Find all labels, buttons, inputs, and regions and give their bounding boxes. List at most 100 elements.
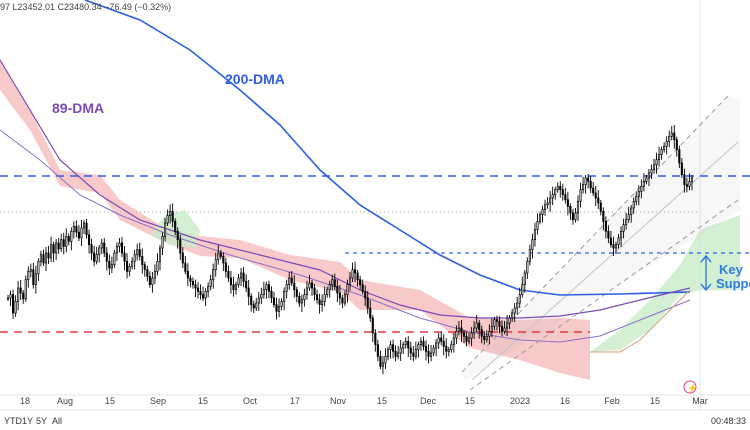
candle-body [85, 222, 88, 236]
candle-body [348, 277, 352, 286]
candle-body [115, 245, 118, 254]
candle-body [77, 231, 80, 239]
candle-body [351, 269, 354, 279]
bottom-toolbar [0, 410, 750, 430]
ichimoku-cloud-green-2 [590, 215, 740, 352]
candle-body [336, 285, 339, 294]
range-button-5y[interactable]: 5Y [36, 416, 47, 426]
candle-body [321, 300, 324, 306]
candle-body [409, 347, 412, 354]
candle-body [670, 132, 673, 137]
candle-body [594, 192, 597, 199]
candle-body [75, 225, 78, 233]
candle-body [412, 352, 415, 357]
candle-body [93, 252, 96, 262]
candle-body [217, 252, 220, 261]
range-button-1y[interactable]: 1Y [22, 416, 33, 426]
candle-body [374, 332, 377, 346]
candle-body [521, 284, 524, 296]
candle-body [333, 279, 336, 287]
candle-body [609, 237, 612, 246]
candle-body [171, 210, 174, 222]
candle-body [632, 200, 635, 209]
candle-body [424, 345, 428, 352]
candle-body [397, 352, 400, 357]
candle-body [278, 305, 281, 312]
candle-body [234, 284, 238, 291]
candle-body [298, 295, 301, 304]
candle-body [65, 235, 68, 247]
candle-body [518, 294, 521, 304]
candle-body [166, 215, 169, 224]
candle-body [326, 289, 329, 296]
candle-body [432, 347, 435, 354]
candle-body [414, 349, 417, 357]
candle-body [652, 164, 656, 171]
candle-body [67, 235, 70, 242]
candle-body [645, 177, 648, 182]
candle-body [473, 327, 476, 334]
candle-body [354, 269, 357, 274]
candle-body [614, 244, 618, 249]
key-support-label-line2: Support [716, 276, 750, 291]
candle-body [617, 237, 620, 246]
candle-body [260, 294, 263, 299]
candle-body [288, 277, 291, 286]
candle-body [546, 202, 549, 206]
candle-body [255, 302, 258, 309]
candle-body [82, 222, 86, 229]
candle-body [592, 187, 595, 194]
candle-body [526, 260, 529, 274]
candle-body [222, 255, 225, 264]
candle-body [44, 252, 48, 264]
candle-body [384, 355, 387, 364]
candle-body [574, 212, 577, 221]
x-tick-label: 15 [650, 396, 660, 406]
candle-body [407, 340, 410, 349]
candle-body [156, 260, 159, 272]
candle-body [430, 352, 433, 357]
candle-body [678, 149, 681, 164]
candle-body [369, 307, 372, 319]
candle-body [589, 180, 592, 189]
candle-body [245, 280, 248, 289]
candle-body [176, 230, 179, 241]
candle-body [88, 234, 91, 246]
candle-body [660, 149, 663, 156]
candle-body [328, 284, 331, 291]
candle-body [275, 304, 278, 312]
ma-purple-2-line [0, 129, 691, 343]
candle-body [313, 287, 316, 296]
candle-body [123, 252, 126, 262]
candle-body [528, 249, 531, 262]
key-support-arrow-down [700, 283, 712, 292]
candle-body [316, 294, 319, 301]
candle-body [47, 252, 50, 259]
candle-body [455, 330, 458, 339]
candle-body [128, 265, 131, 272]
candle-body [392, 344, 395, 352]
candle-body [267, 284, 270, 292]
candle-body [265, 284, 268, 291]
candle-body [227, 270, 230, 279]
candle-body [90, 244, 93, 254]
candle-body [270, 290, 273, 299]
lightning-icon-ring [683, 380, 697, 394]
candle-body [14, 300, 17, 314]
range-button-all[interactable]: All [52, 416, 62, 426]
candle-body [389, 344, 392, 351]
candle-body [422, 340, 425, 347]
candle-body [460, 327, 463, 334]
candle-body [229, 277, 232, 286]
candle-body [257, 297, 260, 304]
x-tick-label: 18 [20, 396, 30, 406]
x-tick-label: 15 [105, 396, 115, 406]
range-button-ytd[interactable]: YTD [4, 416, 23, 426]
candle-body [465, 335, 468, 342]
candle-body [468, 337, 471, 342]
candle-body [376, 344, 379, 357]
candle-body [62, 239, 65, 247]
candle-body [642, 180, 645, 187]
